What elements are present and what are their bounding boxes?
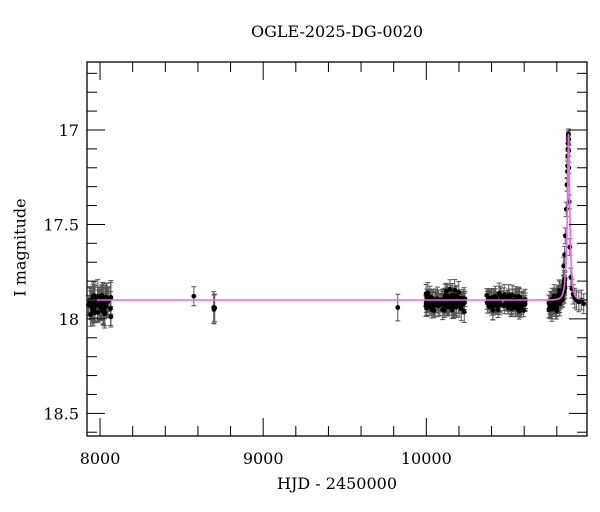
data-points [86, 131, 587, 320]
model-curve [87, 133, 587, 301]
x-axis-label: HJD - 2450000 [276, 474, 398, 493]
svg-text:9000: 9000 [243, 449, 284, 468]
plot-frame [86, 61, 588, 437]
y-axis-label: I magnitude [10, 198, 30, 297]
svg-text:8000: 8000 [80, 449, 121, 468]
axis-ticks [87, 62, 587, 436]
svg-text:17: 17 [59, 121, 79, 140]
svg-text:18.5: 18.5 [43, 404, 79, 423]
svg-text:18: 18 [59, 310, 79, 329]
svg-text:17.5: 17.5 [43, 215, 79, 234]
axis-tick-labels: 8000 9000 10000 17 17.5 18 18.5 [43, 121, 451, 468]
chart-title: OGLE-2025-DG-0020 [250, 22, 424, 41]
svg-text:10000: 10000 [401, 449, 452, 468]
